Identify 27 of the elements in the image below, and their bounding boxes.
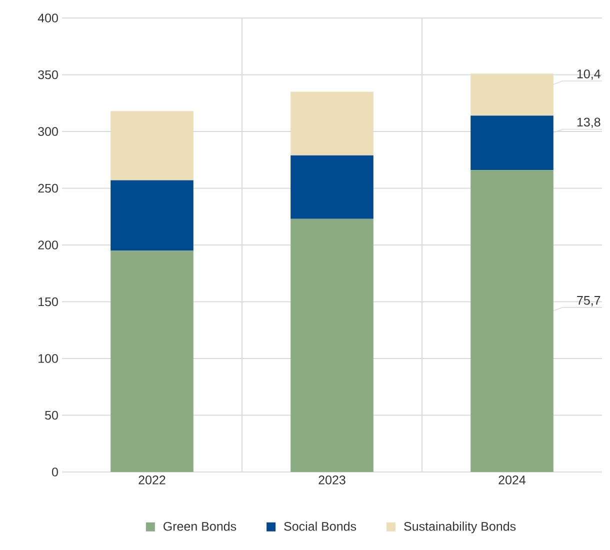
bar [470,74,554,116]
legend-label: Sustainability Bonds [404,522,516,534]
annotation: 75,7 [577,296,600,306]
y-tick-label: 50 [45,410,58,420]
bar [110,250,194,472]
bar [470,116,554,170]
annotation: 13,8 [577,118,600,128]
y-tick-label: 0 [52,468,58,476]
annotation: 10,4 [577,69,600,80]
x-tick-label: 2023 [318,476,346,484]
y-tick-label: 400 [38,14,58,22]
bar [110,180,194,251]
legend-label: Social Bonds [284,522,356,531]
y-tick-label: 100 [38,354,58,363]
y-tick-label: 250 [38,184,58,193]
bar [470,170,554,472]
y-tick-label: 350 [38,70,58,80]
bar [110,111,194,180]
x-tick-label: 2022 [138,476,166,484]
x-tick-label: 2024 [498,476,526,484]
y-tick-label: 300 [38,127,58,136]
y-tick-label: 200 [38,240,58,250]
legend-label: Green Bonds [164,522,236,531]
bar [290,92,374,156]
bar [290,155,374,219]
y-tick-label: 150 [38,297,58,306]
bar [290,218,374,472]
